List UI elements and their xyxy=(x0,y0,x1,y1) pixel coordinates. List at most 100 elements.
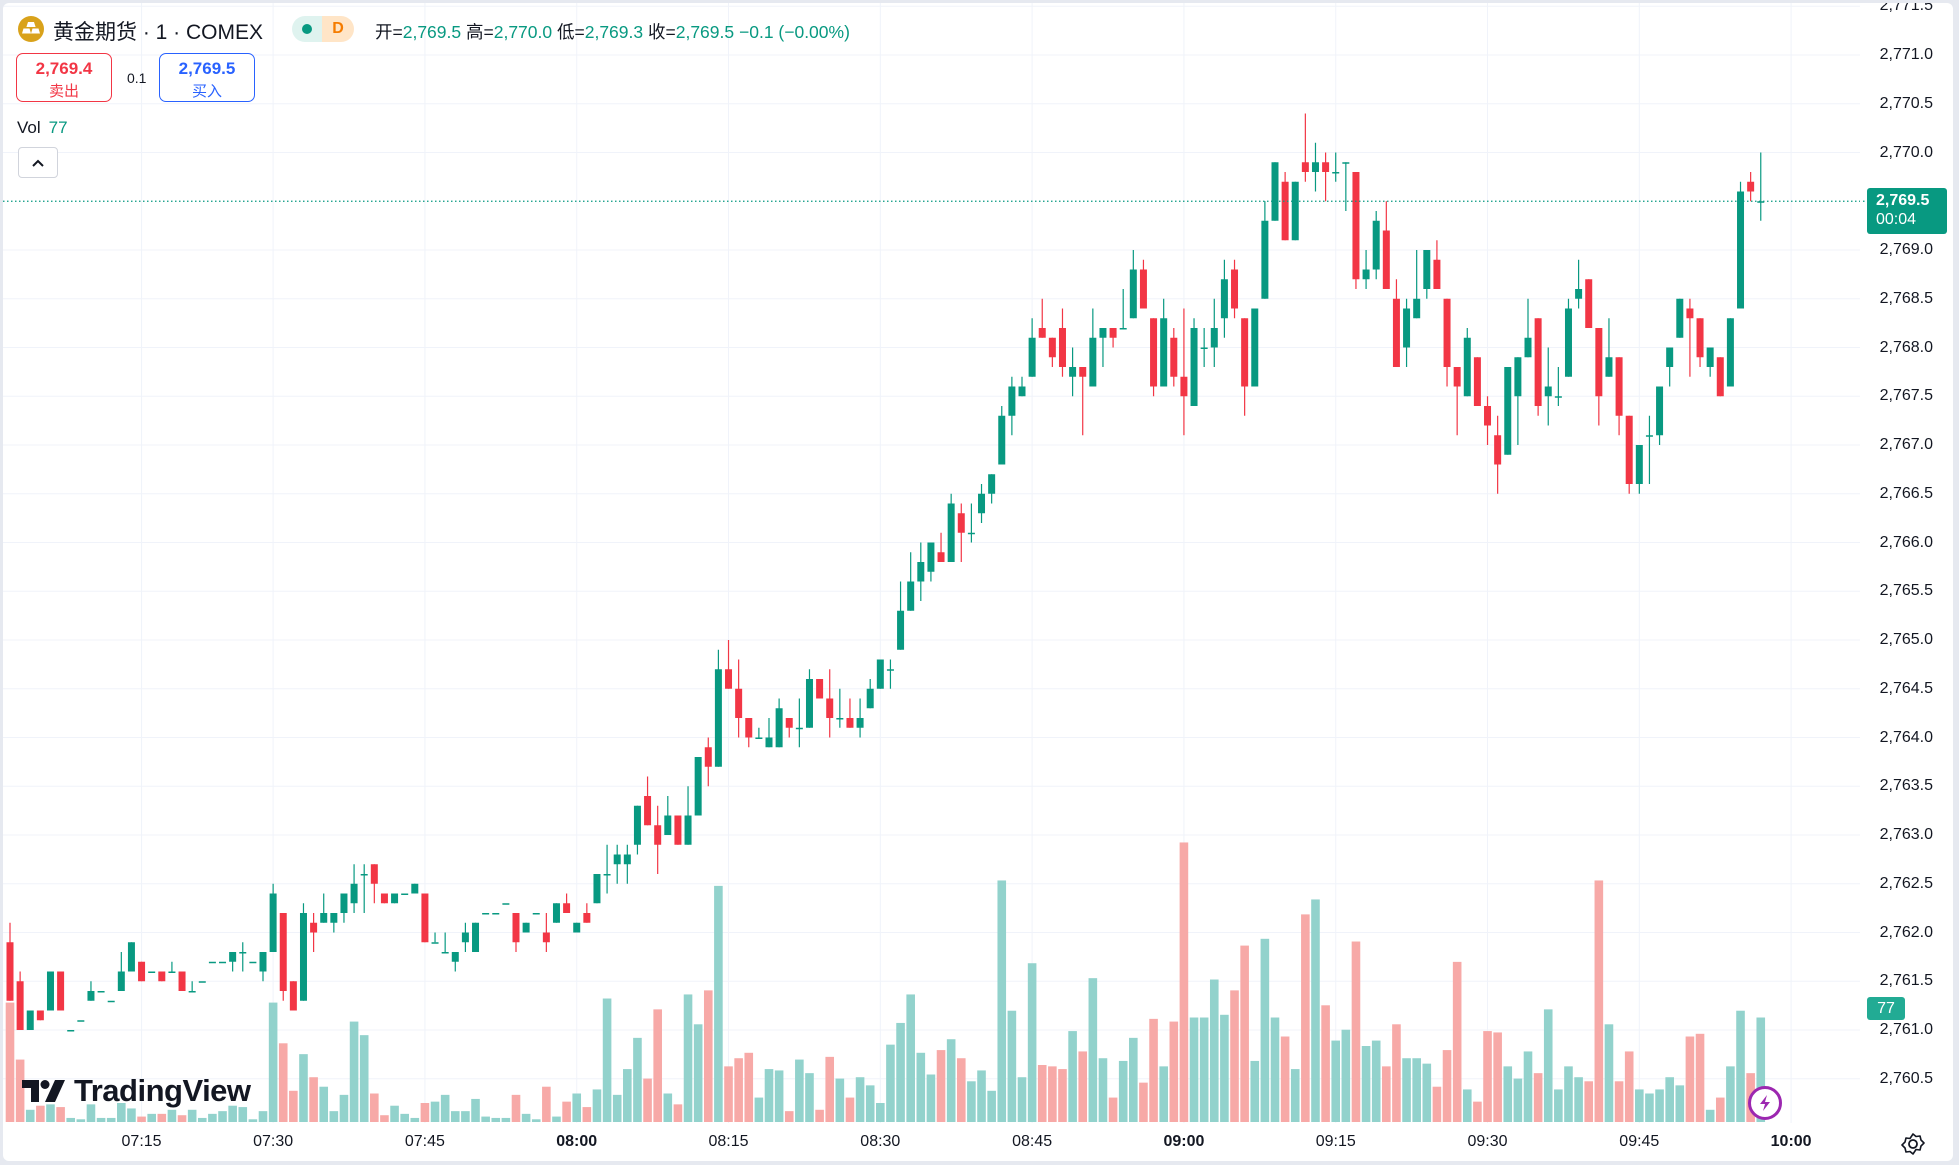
candle-body xyxy=(57,971,65,1011)
volume-bar xyxy=(1513,1078,1523,1122)
volume-bar xyxy=(1574,1077,1583,1122)
candle-body xyxy=(522,922,530,933)
volume-bar xyxy=(420,1103,430,1122)
volume-bar xyxy=(359,1035,369,1122)
candle-body xyxy=(664,815,672,835)
volume-bar xyxy=(886,1044,895,1122)
volume-bar xyxy=(1048,1066,1057,1122)
volume-bar xyxy=(1250,1060,1260,1122)
tradingview-logo[interactable]: TradingView xyxy=(22,1073,251,1109)
volume-bar xyxy=(238,1107,248,1122)
candle-body xyxy=(1706,347,1714,367)
candle-body xyxy=(168,971,176,973)
volume-legend[interactable]: Vol 77 xyxy=(17,118,68,138)
volume-bar xyxy=(1139,1082,1148,1122)
candle-body xyxy=(127,942,135,972)
lightning-icon xyxy=(1760,1095,1770,1111)
volume-bar xyxy=(5,1002,15,1122)
candle-body xyxy=(1200,347,1208,349)
volume-bar xyxy=(1473,1101,1482,1122)
settings-gear-icon[interactable] xyxy=(1899,1130,1927,1161)
candle-body xyxy=(360,874,368,876)
time-axis-label: 09:45 xyxy=(1619,1133,1660,1150)
volume-bar xyxy=(693,1024,703,1122)
symbol-title[interactable]: 黄金期货 · 1 · COMEX xyxy=(53,21,264,44)
chart-canvas[interactable] xyxy=(3,3,1953,1161)
candle-body xyxy=(1473,357,1481,406)
candle-body xyxy=(552,903,560,923)
volume-bar xyxy=(764,1069,774,1122)
volume-bar xyxy=(805,1073,814,1122)
volume-bar xyxy=(1088,978,1098,1122)
candle-body xyxy=(36,1010,44,1021)
candle-body xyxy=(876,659,884,689)
candle-body xyxy=(1190,328,1198,406)
candle-body xyxy=(178,971,186,991)
volume-bar xyxy=(1715,1097,1725,1122)
candle-body xyxy=(1433,259,1441,289)
volume-bar xyxy=(218,1111,227,1122)
volume-bar xyxy=(1240,945,1249,1122)
price-axis-label: 2,767.5 xyxy=(1879,387,1933,405)
candle-body xyxy=(704,747,712,767)
volume-bar xyxy=(1584,1081,1594,1122)
volume-bar xyxy=(258,1111,268,1122)
last-price: 2,769.5 xyxy=(1876,192,1930,209)
candle-body xyxy=(1129,269,1137,319)
volume-bar xyxy=(542,1086,551,1122)
collapse-legend-button[interactable] xyxy=(18,147,58,178)
candle-body xyxy=(1291,181,1299,241)
low-key: 低= xyxy=(557,22,585,42)
open-key: 开= xyxy=(375,22,403,42)
candle-body xyxy=(897,610,905,650)
lightning-button[interactable] xyxy=(1748,1086,1782,1120)
volume-bar xyxy=(380,1115,389,1122)
volume-bar xyxy=(1594,880,1604,1122)
volume-bar xyxy=(1037,1065,1047,1122)
time-axis-label: 09:00 xyxy=(1163,1133,1205,1150)
chevron-up-icon xyxy=(32,159,44,167)
volume-bar xyxy=(1351,941,1361,1122)
candle-body xyxy=(1453,367,1461,387)
volume-bar xyxy=(1098,1058,1108,1122)
candle-body xyxy=(138,961,146,982)
candle-body xyxy=(1484,406,1492,426)
candle-body xyxy=(401,893,409,895)
volume-bar xyxy=(1604,1024,1614,1122)
candle-body xyxy=(1079,367,1087,377)
volume-bar xyxy=(703,990,713,1122)
candle-body xyxy=(1645,435,1653,437)
sell-button[interactable]: 2,769.4 卖出 xyxy=(16,53,112,102)
candle-body xyxy=(1322,162,1330,172)
candle-body xyxy=(1716,357,1724,397)
candle-body xyxy=(886,669,894,671)
market-status-pill[interactable]: D xyxy=(292,16,354,42)
volume-bar xyxy=(754,1097,764,1122)
volume-bar xyxy=(876,1103,885,1122)
volume-bar xyxy=(56,1107,65,1122)
candle-body xyxy=(1443,298,1451,367)
candle-body xyxy=(330,913,338,923)
candle-body xyxy=(1099,328,1107,338)
candle-body xyxy=(1261,220,1269,299)
volume-bar xyxy=(46,1104,55,1122)
candle-body xyxy=(249,961,257,964)
candle-body xyxy=(1676,298,1684,338)
candle-body xyxy=(633,805,641,845)
volume-bar xyxy=(66,1117,76,1122)
candle-body xyxy=(188,991,196,993)
candle-body xyxy=(269,893,277,952)
volume-bar xyxy=(1129,1037,1138,1122)
volume-bar xyxy=(845,1097,855,1122)
volume-bar xyxy=(289,1090,298,1122)
volume-bar xyxy=(1209,979,1219,1122)
volume-bar xyxy=(1412,1058,1421,1122)
volume-bar xyxy=(491,1117,501,1122)
price-axis-label: 2,766.5 xyxy=(1879,484,1933,502)
volume-bar xyxy=(1422,1063,1432,1122)
volume-bar xyxy=(653,1009,662,1122)
market-open-dot-icon xyxy=(292,16,322,42)
candle-body xyxy=(1342,162,1350,164)
price-axis-label: 2,766.0 xyxy=(1879,533,1933,551)
buy-button[interactable]: 2,769.5 买入 xyxy=(159,53,255,102)
